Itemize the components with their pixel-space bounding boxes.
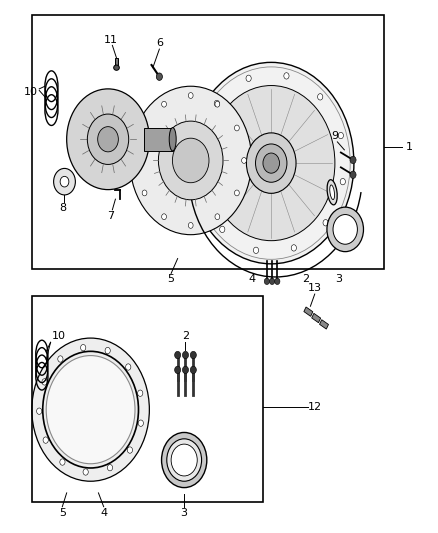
- Text: 3: 3: [335, 274, 342, 285]
- Circle shape: [175, 351, 181, 359]
- Circle shape: [142, 125, 147, 131]
- Ellipse shape: [169, 127, 176, 151]
- Circle shape: [197, 141, 202, 148]
- Circle shape: [60, 459, 65, 465]
- Circle shape: [275, 278, 280, 285]
- Ellipse shape: [327, 180, 337, 205]
- Circle shape: [338, 132, 343, 139]
- Text: 3: 3: [181, 508, 187, 518]
- Circle shape: [162, 101, 166, 107]
- Ellipse shape: [330, 185, 335, 199]
- Text: 4: 4: [100, 508, 107, 518]
- Circle shape: [58, 356, 63, 362]
- Circle shape: [126, 364, 131, 370]
- Circle shape: [167, 439, 201, 481]
- Circle shape: [234, 125, 239, 131]
- Circle shape: [171, 444, 197, 476]
- Ellipse shape: [114, 65, 119, 70]
- Circle shape: [190, 351, 196, 359]
- Circle shape: [87, 114, 129, 165]
- Circle shape: [215, 101, 220, 107]
- Text: 4: 4: [248, 274, 255, 285]
- Circle shape: [340, 179, 346, 185]
- Circle shape: [350, 171, 356, 179]
- Circle shape: [242, 158, 247, 164]
- Text: 11: 11: [104, 35, 118, 45]
- Bar: [145, 127, 173, 151]
- Text: 9: 9: [331, 131, 338, 141]
- Circle shape: [175, 366, 181, 374]
- Circle shape: [350, 156, 356, 164]
- Text: 12: 12: [308, 402, 322, 412]
- Circle shape: [83, 469, 88, 475]
- Circle shape: [323, 220, 328, 226]
- Circle shape: [284, 72, 289, 79]
- Bar: [304, 307, 313, 317]
- Bar: [32, 14, 385, 269]
- Text: 5: 5: [59, 508, 66, 518]
- Text: 5: 5: [168, 274, 175, 285]
- Bar: [320, 320, 328, 329]
- Circle shape: [135, 158, 140, 164]
- Circle shape: [159, 121, 223, 200]
- Circle shape: [138, 420, 143, 426]
- Circle shape: [138, 390, 143, 397]
- Circle shape: [173, 138, 209, 183]
- Circle shape: [130, 86, 252, 235]
- Circle shape: [107, 464, 113, 471]
- Circle shape: [183, 366, 188, 374]
- Circle shape: [37, 408, 42, 414]
- Circle shape: [105, 348, 110, 354]
- Text: 8: 8: [59, 203, 66, 213]
- Circle shape: [214, 100, 219, 107]
- Circle shape: [162, 214, 166, 220]
- Circle shape: [81, 344, 86, 351]
- Circle shape: [188, 222, 193, 228]
- Circle shape: [46, 356, 135, 464]
- Circle shape: [247, 133, 296, 193]
- Circle shape: [53, 168, 75, 195]
- Circle shape: [291, 245, 297, 251]
- Circle shape: [318, 94, 323, 100]
- Circle shape: [333, 215, 357, 244]
- Circle shape: [263, 153, 279, 173]
- Circle shape: [142, 190, 147, 196]
- Text: 2: 2: [182, 331, 189, 341]
- Circle shape: [208, 85, 335, 241]
- Text: 10: 10: [52, 331, 66, 341]
- Circle shape: [162, 432, 207, 488]
- Text: 1: 1: [406, 142, 413, 152]
- Circle shape: [67, 89, 149, 190]
- Circle shape: [60, 176, 69, 187]
- Circle shape: [188, 62, 354, 264]
- Circle shape: [190, 366, 196, 374]
- Text: 7: 7: [106, 211, 114, 221]
- Circle shape: [254, 247, 258, 254]
- Circle shape: [42, 379, 47, 385]
- Circle shape: [255, 144, 287, 182]
- Text: 6: 6: [157, 38, 164, 48]
- Circle shape: [327, 207, 364, 252]
- Circle shape: [269, 278, 275, 285]
- Circle shape: [264, 278, 269, 285]
- Circle shape: [98, 127, 118, 152]
- Circle shape: [127, 447, 133, 453]
- Text: 10: 10: [24, 86, 38, 96]
- Circle shape: [219, 226, 225, 232]
- Text: 2: 2: [303, 274, 310, 285]
- Circle shape: [43, 437, 48, 443]
- Text: 13: 13: [308, 283, 322, 293]
- Circle shape: [234, 190, 239, 196]
- Circle shape: [246, 75, 251, 82]
- Circle shape: [183, 351, 188, 359]
- Circle shape: [215, 214, 220, 220]
- Circle shape: [156, 73, 162, 80]
- Circle shape: [32, 338, 149, 481]
- Bar: [312, 313, 321, 322]
- Bar: [115, 58, 118, 68]
- Circle shape: [188, 93, 193, 99]
- Circle shape: [199, 188, 204, 194]
- Bar: [32, 296, 262, 503]
